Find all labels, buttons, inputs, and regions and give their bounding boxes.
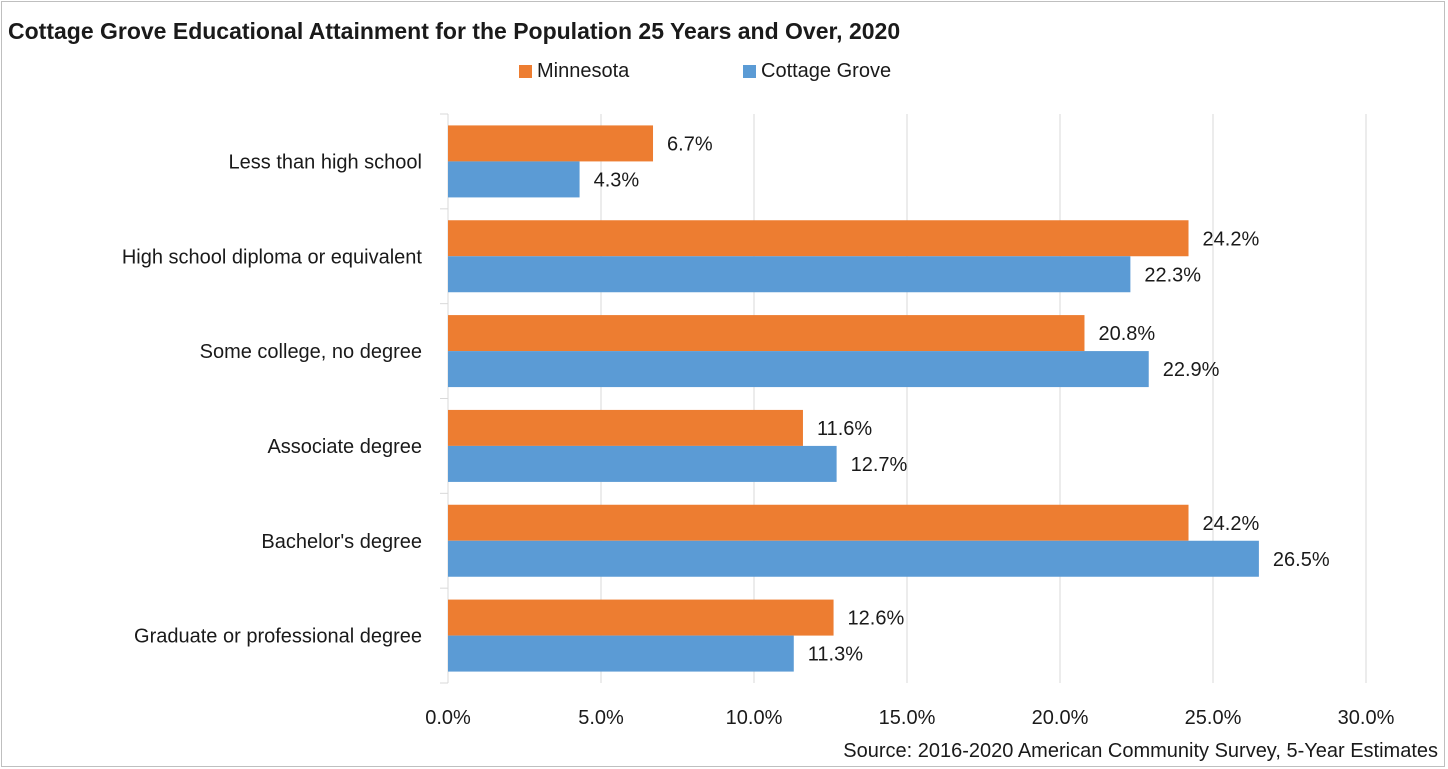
- data-label-cottage-grove-2: 22.9%: [1163, 359, 1220, 381]
- data-label-cottage-grove-4: 26.5%: [1273, 549, 1330, 571]
- bar-minnesota-2: [448, 315, 1085, 352]
- category-label-3: Associate degree: [267, 436, 422, 458]
- bar-minnesota-4: [448, 504, 1189, 541]
- bar-minnesota-5: [448, 599, 834, 636]
- bar-cottage-grove-4: [448, 540, 1259, 577]
- data-label-minnesota-0: 6.7%: [667, 133, 713, 155]
- bar-minnesota-0: [448, 125, 654, 162]
- legend-label-cottage-grove: Cottage Grove: [761, 60, 892, 82]
- x-tick-label-4: 20.0%: [1032, 707, 1089, 729]
- data-label-cottage-grove-1: 22.3%: [1144, 264, 1201, 286]
- x-tick-label-0: 0.0%: [425, 707, 471, 729]
- bar-cottage-grove-3: [448, 445, 837, 482]
- x-tick-label-1: 5.0%: [578, 707, 624, 729]
- legend-item-cottage-grove: Cottage Grove: [743, 60, 891, 83]
- x-tick-label-5: 25.0%: [1185, 707, 1242, 729]
- bar-cottage-grove-1: [448, 256, 1131, 293]
- legend-swatch-minnesota: [519, 65, 532, 78]
- bar-minnesota-1: [448, 220, 1189, 257]
- category-label-4: Bachelor's degree: [261, 531, 422, 553]
- x-tick-label-3: 15.0%: [879, 707, 936, 729]
- legend-label-minnesota: Minnesota: [537, 60, 630, 82]
- data-label-minnesota-3: 11.6%: [817, 418, 872, 440]
- x-tick-label-6: 30.0%: [1338, 707, 1395, 729]
- source-note: Source: 2016-2020 American Community Sur…: [843, 740, 1438, 762]
- data-label-cottage-grove-3: 12.7%: [851, 454, 908, 476]
- category-label-5: Graduate or professional degree: [134, 626, 422, 648]
- chart-title: Cottage Grove Educational Attainment for…: [8, 18, 901, 44]
- data-label-minnesota-5: 12.6%: [848, 608, 905, 630]
- bar-cottage-grove-5: [448, 635, 794, 672]
- x-tick-label-2: 10.0%: [726, 707, 783, 729]
- data-label-minnesota-1: 24.2%: [1203, 228, 1260, 250]
- legend-swatch-cottage-grove: [743, 65, 756, 78]
- bar-cottage-grove-0: [448, 161, 580, 198]
- bar-minnesota-3: [448, 409, 803, 446]
- data-label-minnesota-4: 24.2%: [1203, 513, 1260, 535]
- bar-cottage-grove-2: [448, 351, 1149, 388]
- category-label-2: Some college, no degree: [200, 341, 422, 363]
- category-label-1: High school diploma or equivalent: [122, 246, 423, 268]
- legend-item-minnesota: Minnesota: [519, 60, 629, 83]
- data-label-cottage-grove-5: 11.3%: [808, 644, 863, 666]
- category-label-0: Less than high school: [229, 151, 422, 173]
- data-label-minnesota-2: 20.8%: [1098, 323, 1155, 345]
- legend: Minnesota Cottage Grove: [0, 60, 1448, 90]
- data-label-cottage-grove-0: 4.3%: [594, 169, 640, 191]
